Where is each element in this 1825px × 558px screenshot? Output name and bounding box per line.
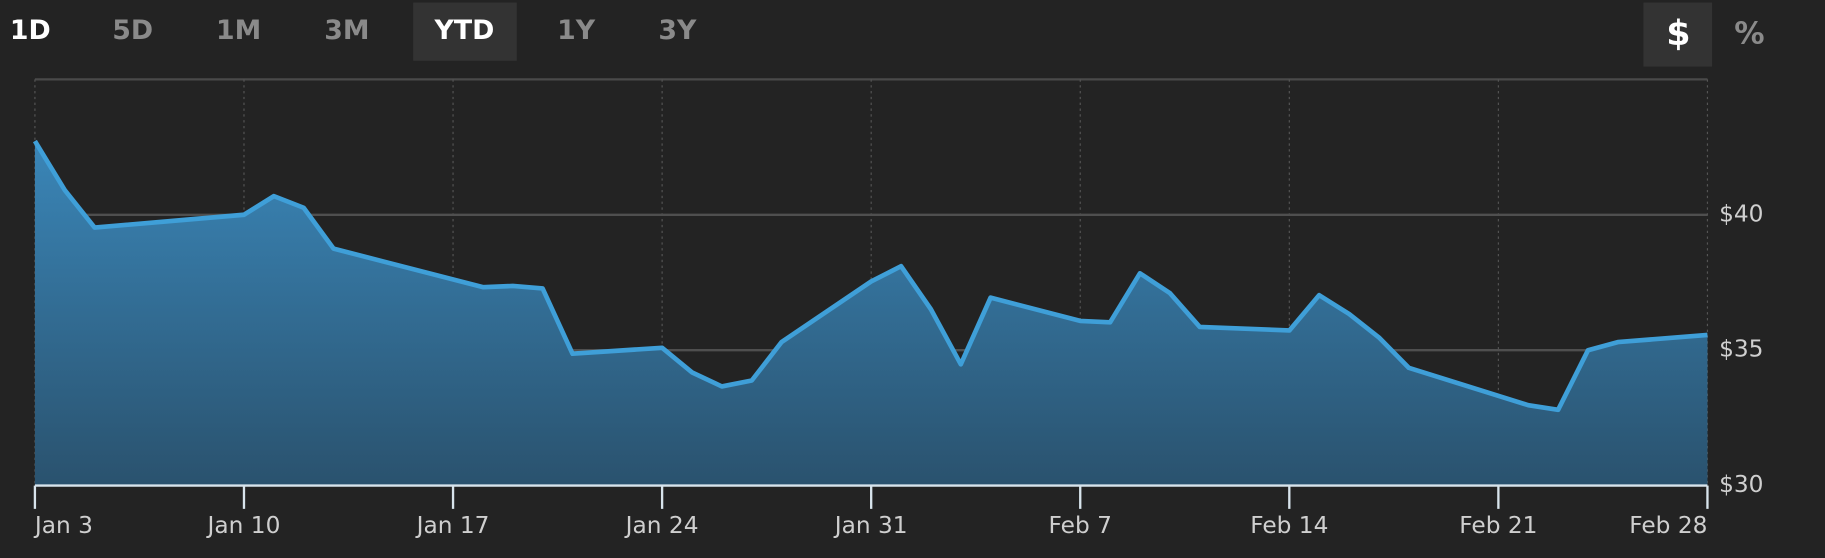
price-line (32, 139, 1708, 413)
unit-toggle[interactable]: $ (1666, 14, 1690, 54)
range-tabs: 1D 5D 1M 3M YTD 1Y 3Y $% (10, 2, 1765, 67)
x-tick-label: Jan 31 (833, 512, 908, 539)
y-tick-label: $35 (1719, 336, 1763, 363)
range-tab[interactable]: 3Y (658, 15, 697, 46)
area-fill (34, 141, 1708, 486)
x-tick-label: Feb 14 (1250, 512, 1328, 539)
unit-selected-bg (1643, 2, 1713, 67)
unit-toggle[interactable]: % (1734, 17, 1764, 52)
range-tab[interactable]: 1Y (557, 15, 596, 46)
x-tick-label: Jan 24 (624, 512, 699, 539)
x-tick-label: Feb 28 (1629, 512, 1707, 539)
y-tick-label: $30 (1719, 471, 1763, 498)
range-tab[interactable]: 1M (216, 15, 261, 46)
x-tick-label: Jan 3 (33, 512, 93, 539)
range-tab[interactable]: YTD (433, 15, 494, 46)
plot: $30 $35 $40 Jan 3 Jan 10 Jan 17 Jan 24 Jan 31 Fe… (32, 78, 1764, 539)
x-tick-label: Feb 7 (1049, 512, 1112, 539)
y-tick-label: $40 (1719, 200, 1763, 227)
range-tab[interactable]: 5D (112, 15, 153, 46)
range-tab[interactable]: 1D (10, 15, 51, 46)
range-tab[interactable]: 3M (324, 15, 369, 46)
x-tick-label: Feb 21 (1459, 512, 1537, 539)
x-tick-label: Jan 17 (415, 512, 490, 539)
tab-selected-bg (413, 2, 517, 61)
x-tick-label: Jan 10 (206, 512, 281, 539)
